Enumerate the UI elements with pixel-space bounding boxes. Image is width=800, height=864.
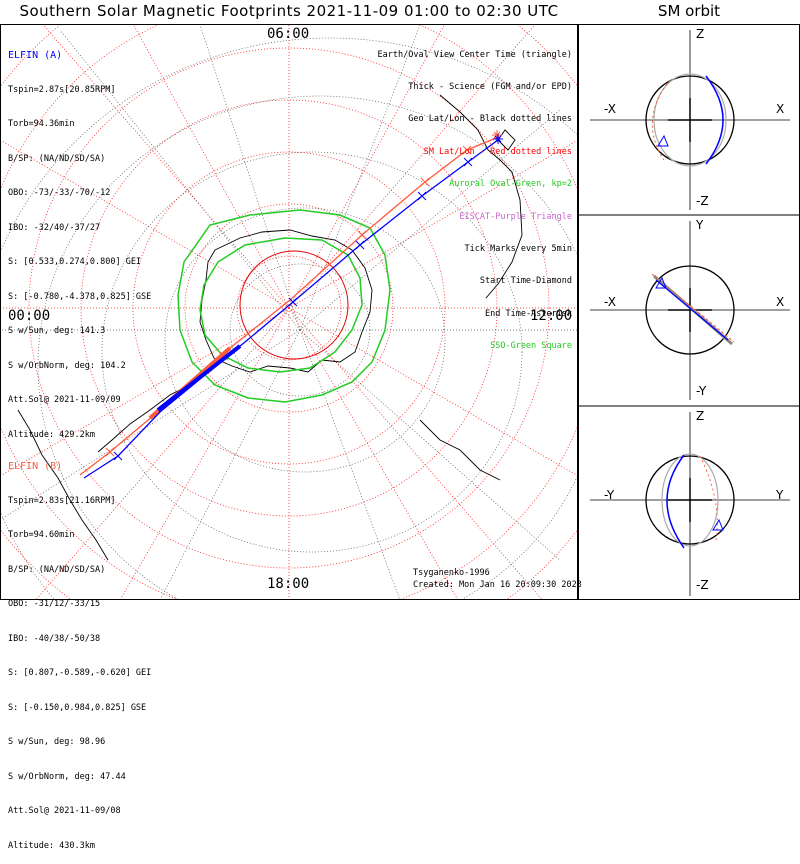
legend-item: End Time-Asterisk — [485, 308, 572, 319]
elfin-b-line: Altitude: 430.3km — [8, 840, 95, 851]
australia-coastline — [439, 94, 523, 299]
elfin-b-line: Torb=94.60min — [8, 530, 75, 540]
elfin-b-line — [79, 137, 497, 476]
elfin-a-science — [156, 344, 242, 412]
orbit-panel-3 — [590, 412, 790, 596]
created-label: Created: Mon Jan 16 20:09:30 2023 — [413, 580, 582, 590]
elfin-a-line: IBO: -32/40/-37/27 — [8, 222, 101, 233]
legend-item: Tick Marks every 5min — [464, 243, 572, 254]
elfin-a-track — [83, 134, 503, 479]
legend: Earth/Oval View Center Time (triangle) T… — [378, 28, 572, 363]
orbit-3-left: -Y — [604, 488, 615, 502]
elfin-b-line: IBO: -40/38/-50/38 — [8, 633, 101, 644]
orbit-title: SM orbit — [657, 2, 721, 20]
elfin-a-line: S: [-0.780,-4.378,0.825] GSE — [8, 291, 152, 302]
orbit-2-left: -X — [604, 295, 616, 309]
south-america-coastline — [17, 409, 109, 561]
legend-item: Geo Lat/Lon - Black dotted lines — [408, 114, 572, 125]
elfin-a-line: B/SP: (NA/ND/SD/SA) — [8, 153, 106, 164]
elfin-a-line — [83, 139, 499, 479]
legend-item: SM Lat/Lon - Red dotted lines — [423, 146, 572, 157]
legend-item: EISCAT-Purple Triangle — [459, 211, 572, 222]
legend-item: SSO-Green Square — [490, 341, 572, 352]
legend-item: Auroral Oval-Green, kp=2 — [449, 179, 572, 190]
legend-item: Earth/Oval View Center Time (triangle) — [377, 49, 572, 60]
elfin-b-line: S: [0.807,-0.589,-0.620] GEI — [8, 668, 152, 678]
elfin-b-line: Tspin=2.83s[21.16RPM] — [8, 495, 116, 506]
elfin-b-line: S: [-0.150,0.984,0.825] GSE — [8, 702, 147, 713]
elfin-b-ticks — [105, 130, 502, 457]
elfin-b-line: S w/Sun, deg: 98.96 — [8, 737, 106, 747]
elfin-a-info: ELFIN (A) Tspin=2.87s[20.85RPM] Torb=94.… — [8, 27, 151, 453]
legend-item: Thick - Science (FGM and/or EPD) — [408, 81, 572, 92]
elfin-a-line: S: [0.533,0.274,0.800] GEI — [8, 257, 142, 267]
auroral-oval-inner — [199, 237, 363, 373]
elfin-a-line: S w/OrbNorm, deg: 104.2 — [8, 360, 126, 371]
elfin-b-info: ELFIN (B) Tspin=2.83s[21.16RPM] Torb=94.… — [8, 438, 151, 864]
antarctica-coastline — [199, 229, 373, 373]
orbit-1-top: Z — [696, 27, 705, 41]
orbit-3-bottom: -Z — [696, 578, 709, 592]
legend-item: Start Time-Diamond — [479, 276, 572, 287]
sm-pole-circle — [239, 250, 349, 360]
elfin-a-line: OBO: -73/-33/-70/-12 — [8, 188, 111, 198]
elfin-a-line: S w/Sun, deg: 141.3 — [8, 326, 106, 336]
elfin-a-ticks — [113, 134, 503, 461]
elfin-a-line: Tspin=2.87s[20.85RPM] — [8, 84, 116, 95]
orbit-1-bottom: -Z — [696, 194, 709, 208]
orbit-3-right: Y — [776, 488, 784, 502]
polar-map — [1, 25, 577, 599]
orbit-2-bottom: -Y — [696, 384, 707, 398]
elfin-a-line: Altitude: 429.2km — [8, 429, 95, 440]
orbit-panel-1 — [590, 30, 790, 210]
orbit-2-top: Y — [696, 218, 704, 232]
mlt-label-left: 00:00 — [8, 308, 51, 324]
island-coastline — [419, 129, 516, 481]
elfin-a-line: Torb=94.36min — [8, 119, 75, 129]
elfin-b-line: B/SP: (NA/ND/SD/SA) — [8, 564, 106, 575]
mlt-label-top: 06:00 — [267, 26, 310, 42]
mlt-label-bottom: 18:00 — [267, 576, 310, 592]
elfin-b-header: ELFIN (B) — [8, 461, 63, 472]
elfin-b-line: S w/OrbNorm, deg: 47.44 — [8, 771, 126, 782]
elfin-b-line: Att.Sol@ 2021-11-09/08 — [8, 806, 121, 816]
orbit-panel-2 — [590, 221, 790, 400]
orbit-3-top: Z — [696, 409, 705, 423]
orbit-1-left: -X — [604, 102, 616, 116]
elfin-a-header: ELFIN (A) — [8, 50, 63, 61]
sm-lon-lines — [1, 25, 577, 599]
mlt-label-right: 12:00 — [530, 308, 573, 324]
orbit-2-right: X — [776, 295, 785, 309]
plot-title: Southern Solar Magnetic Footprints 2021-… — [19, 2, 559, 20]
auroral-oval-outer — [177, 209, 391, 403]
model-label: Tsyganenko-1996 — [413, 568, 490, 578]
orbit-1-right: X — [776, 102, 785, 116]
elfin-b-line: OBO: -31/12/-33/15 — [8, 599, 101, 609]
elfin-a-line: Att.Sol@ 2021-11-09/09 — [8, 395, 121, 405]
